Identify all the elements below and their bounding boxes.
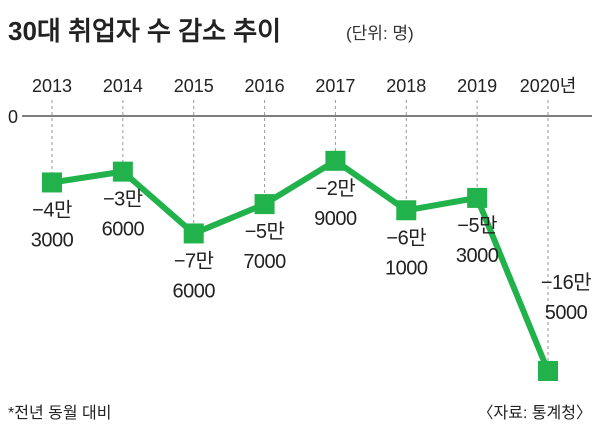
year-label: 2013 <box>32 76 72 96</box>
data-label: −16만 <box>541 271 591 294</box>
year-label: 2014 <box>103 76 143 96</box>
data-point-marker <box>396 200 417 221</box>
data-point-marker <box>467 187 488 208</box>
chart-title: 30대 취업자 수 감소 추이 <box>8 16 281 46</box>
data-point-marker <box>254 194 275 215</box>
data-point-marker <box>325 150 346 171</box>
data-point-marker <box>112 161 133 182</box>
series-line <box>51 157 551 373</box>
source-label: 〈자료: 통계청〉 <box>478 404 593 422</box>
year-label: 2017 <box>315 76 355 96</box>
year-labels: 2013 2014 2015 2016 2017 2018 2019 2020년 <box>32 76 576 96</box>
data-label: 3000 <box>456 245 499 267</box>
data-label: −5만 <box>457 214 497 237</box>
data-label: −3만 <box>103 188 143 211</box>
data-labels: −4만 3000 −3만 6000 −7만 6000 −5만 7000 −2만 9000 −6만 10… <box>31 177 592 324</box>
data-label: 1000 <box>385 257 428 279</box>
data-markers <box>42 150 558 381</box>
data-label: 5000 <box>545 302 588 324</box>
unit-label: (단위: 명) <box>346 24 414 43</box>
year-label: 2018 <box>386 76 426 96</box>
data-point-marker <box>183 223 204 244</box>
year-label: 2020년 <box>520 76 577 96</box>
data-point-marker <box>538 361 558 381</box>
data-label: 9000 <box>314 208 357 230</box>
data-label: −7만 <box>174 249 214 272</box>
data-label: 6000 <box>102 219 145 241</box>
data-point-marker <box>42 172 62 193</box>
data-label: −5만 <box>245 220 285 243</box>
year-label: 2015 <box>174 76 214 96</box>
data-label: 3000 <box>31 229 74 251</box>
data-label: 7000 <box>243 251 286 273</box>
data-label: −2만 <box>316 177 356 200</box>
zero-tick-label: 0 <box>8 107 18 127</box>
data-label: −6만 <box>386 226 426 249</box>
year-label: 2019 <box>457 76 497 96</box>
guide-lines <box>51 100 549 369</box>
data-label: 6000 <box>172 280 215 302</box>
year-label: 2016 <box>245 76 285 96</box>
footnote: *전년 동월 대비 <box>8 404 111 422</box>
data-label: −4만 <box>32 198 72 221</box>
